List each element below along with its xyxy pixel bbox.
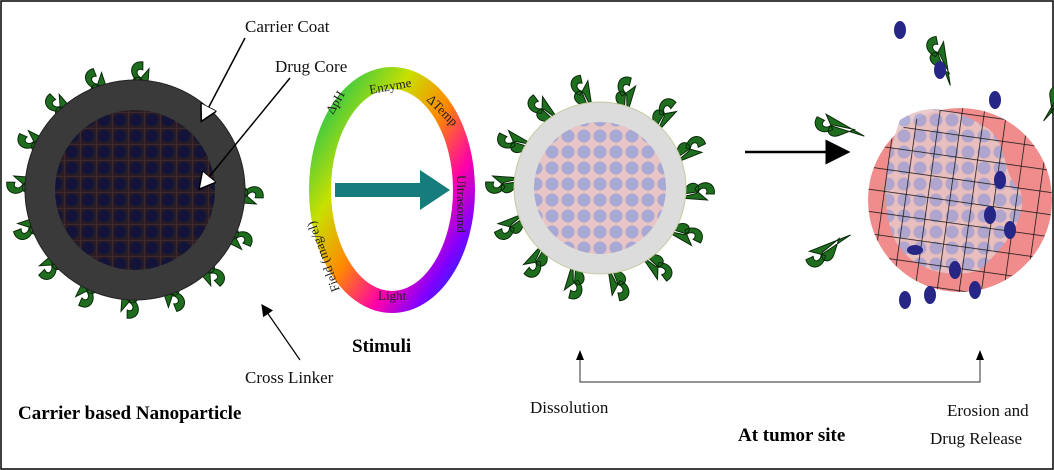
caption: Carrier based Nanoparticle <box>18 403 241 424</box>
drug-core <box>534 122 666 254</box>
label: Carrier Coat <box>245 17 330 36</box>
figure: ΔpH Enzyme ΔTemp Ultrasound Light Field … <box>0 0 1054 470</box>
label: Cross Linker <box>245 368 334 387</box>
label: Drug Release <box>930 429 1022 448</box>
label: Erosion and <box>947 401 1029 420</box>
label: Dissolution <box>530 398 609 417</box>
grid <box>868 108 1052 292</box>
drug-core <box>55 110 215 270</box>
ring-label: Light <box>378 288 407 303</box>
ring-label: Ultrasound <box>454 175 469 233</box>
caption: At tumor site <box>738 425 845 446</box>
label: Drug Core <box>275 57 347 76</box>
caption: Stimuli <box>352 336 411 357</box>
